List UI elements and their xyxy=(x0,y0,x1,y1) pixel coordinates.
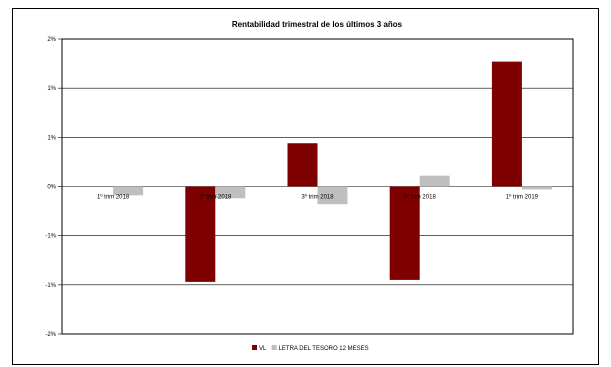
bar-letra-5 xyxy=(521,186,552,190)
y-tick-label: -1% xyxy=(45,234,56,240)
legend-swatch-letra xyxy=(271,345,277,350)
bar-vl-5 xyxy=(491,61,522,187)
bar-letra-3 xyxy=(317,186,348,205)
bar-letra-1 xyxy=(113,186,144,196)
x-tick-label: 3º trim 2018 xyxy=(301,194,334,201)
bar-letra-2 xyxy=(215,186,246,199)
x-axis-labels: 1º trim 2018 2º trim 2018 3º trim 2018 4º t… xyxy=(97,194,539,201)
y-tick-label: 0% xyxy=(47,185,56,191)
y-tick-label: -1% xyxy=(45,283,56,289)
y-tick-label: 1% xyxy=(47,86,56,92)
x-tick-label: 1º trim 2019 xyxy=(506,194,539,201)
legend-label: LETRA DEL TESORO 12 MESES xyxy=(279,346,369,352)
bar-letra-4 xyxy=(419,175,450,187)
legend-label: VL xyxy=(259,346,267,352)
y-tick-label: 1% xyxy=(47,135,56,141)
legend: VL LETRA DEL TESORO 12 MESES xyxy=(252,345,369,352)
x-tick-label: 4º trim 2018 xyxy=(404,194,437,201)
y-tick-label: 2% xyxy=(47,37,56,43)
bar-vl-3 xyxy=(287,143,318,187)
x-tick-label: 2º trim 2018 xyxy=(199,194,232,201)
legend-swatch-vl xyxy=(252,345,257,350)
y-tick-label: -2% xyxy=(45,332,56,338)
bars xyxy=(113,61,552,282)
chart-title: Rentabilidad trimestral de los últimos 3… xyxy=(232,20,403,29)
bar-vl-2 xyxy=(185,186,216,282)
gridlines xyxy=(62,38,573,335)
bar-vl-4 xyxy=(389,186,420,280)
x-tick-label: 1º trim 2018 xyxy=(97,194,130,201)
y-axis-ticks: 2% 1% 1% 0% -1% -1% -2% xyxy=(45,37,62,338)
